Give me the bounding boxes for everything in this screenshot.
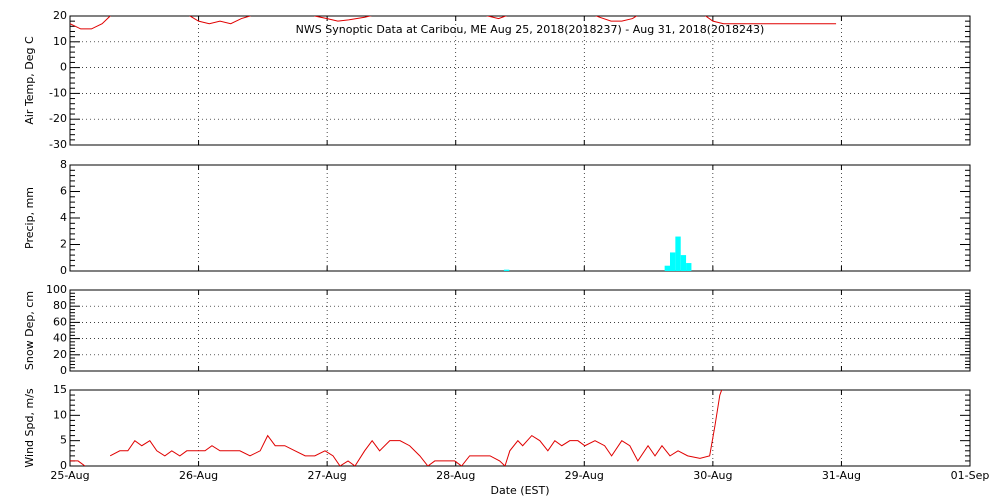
bar bbox=[503, 269, 510, 271]
y-tick-label: 20 bbox=[53, 348, 67, 361]
y-tick-label: 15 bbox=[53, 383, 67, 396]
bar bbox=[675, 236, 681, 271]
y-tick-label: -30 bbox=[49, 138, 67, 151]
bar bbox=[680, 255, 687, 271]
data-line bbox=[70, 16, 837, 30]
x-tick-label: 28-Aug bbox=[436, 469, 475, 482]
x-axis-label: Date (EST) bbox=[490, 484, 549, 497]
y-tick-label: 6 bbox=[60, 185, 67, 198]
y-tick-label: 100 bbox=[46, 283, 67, 296]
y-tick-label: 60 bbox=[53, 315, 67, 328]
plot-frame bbox=[69, 289, 971, 372]
y-tick-label: 0 bbox=[60, 264, 67, 277]
x-tick-label: 31-Aug bbox=[822, 469, 861, 482]
y-tick-label: 5 bbox=[60, 434, 67, 447]
x-tick-label: 26-Aug bbox=[179, 469, 218, 482]
y-tick-label: 2 bbox=[60, 238, 67, 251]
y-tick-label: 0 bbox=[60, 364, 67, 377]
bar bbox=[686, 263, 692, 271]
y-tick-label: 4 bbox=[60, 211, 67, 224]
y-tick-label: 20 bbox=[53, 9, 67, 22]
y-tick-label: 0 bbox=[60, 61, 67, 74]
y-axis-label: Air Temp, Deg C bbox=[23, 36, 36, 125]
plot-area bbox=[70, 390, 723, 466]
x-tick-label: 27-Aug bbox=[308, 469, 347, 482]
y-axis-label: Wind Spd, m/s bbox=[23, 388, 36, 468]
plot-area bbox=[70, 16, 837, 30]
plot-frame bbox=[69, 389, 971, 467]
y-tick-label: 0 bbox=[60, 459, 67, 472]
y-axis-label: Snow Dep, cm bbox=[23, 291, 36, 370]
x-tick-label: 30-Aug bbox=[693, 469, 732, 482]
y-tick-label: -20 bbox=[49, 112, 67, 125]
x-tick-label: 25-Aug bbox=[50, 469, 89, 482]
plot-frame bbox=[69, 164, 971, 272]
y-axis-label: Precip, mm bbox=[23, 187, 36, 249]
bar bbox=[664, 265, 670, 271]
data-line bbox=[109, 390, 723, 466]
plot-frame bbox=[69, 15, 971, 146]
data-line bbox=[70, 460, 86, 466]
y-tick-label: 40 bbox=[53, 332, 67, 345]
chart-title: NWS Synoptic Data at Caribou, ME Aug 25,… bbox=[296, 23, 765, 36]
x-tick-label: 29-Aug bbox=[565, 469, 604, 482]
y-tick-label: -10 bbox=[49, 86, 67, 99]
y-tick-label: 10 bbox=[53, 35, 67, 48]
y-tick-label: 8 bbox=[60, 158, 67, 171]
bar bbox=[670, 252, 676, 271]
plot-area bbox=[503, 236, 692, 271]
x-tick-label: 01-Sep bbox=[951, 469, 990, 482]
y-tick-label: 10 bbox=[53, 408, 67, 421]
y-tick-label: 80 bbox=[53, 299, 67, 312]
